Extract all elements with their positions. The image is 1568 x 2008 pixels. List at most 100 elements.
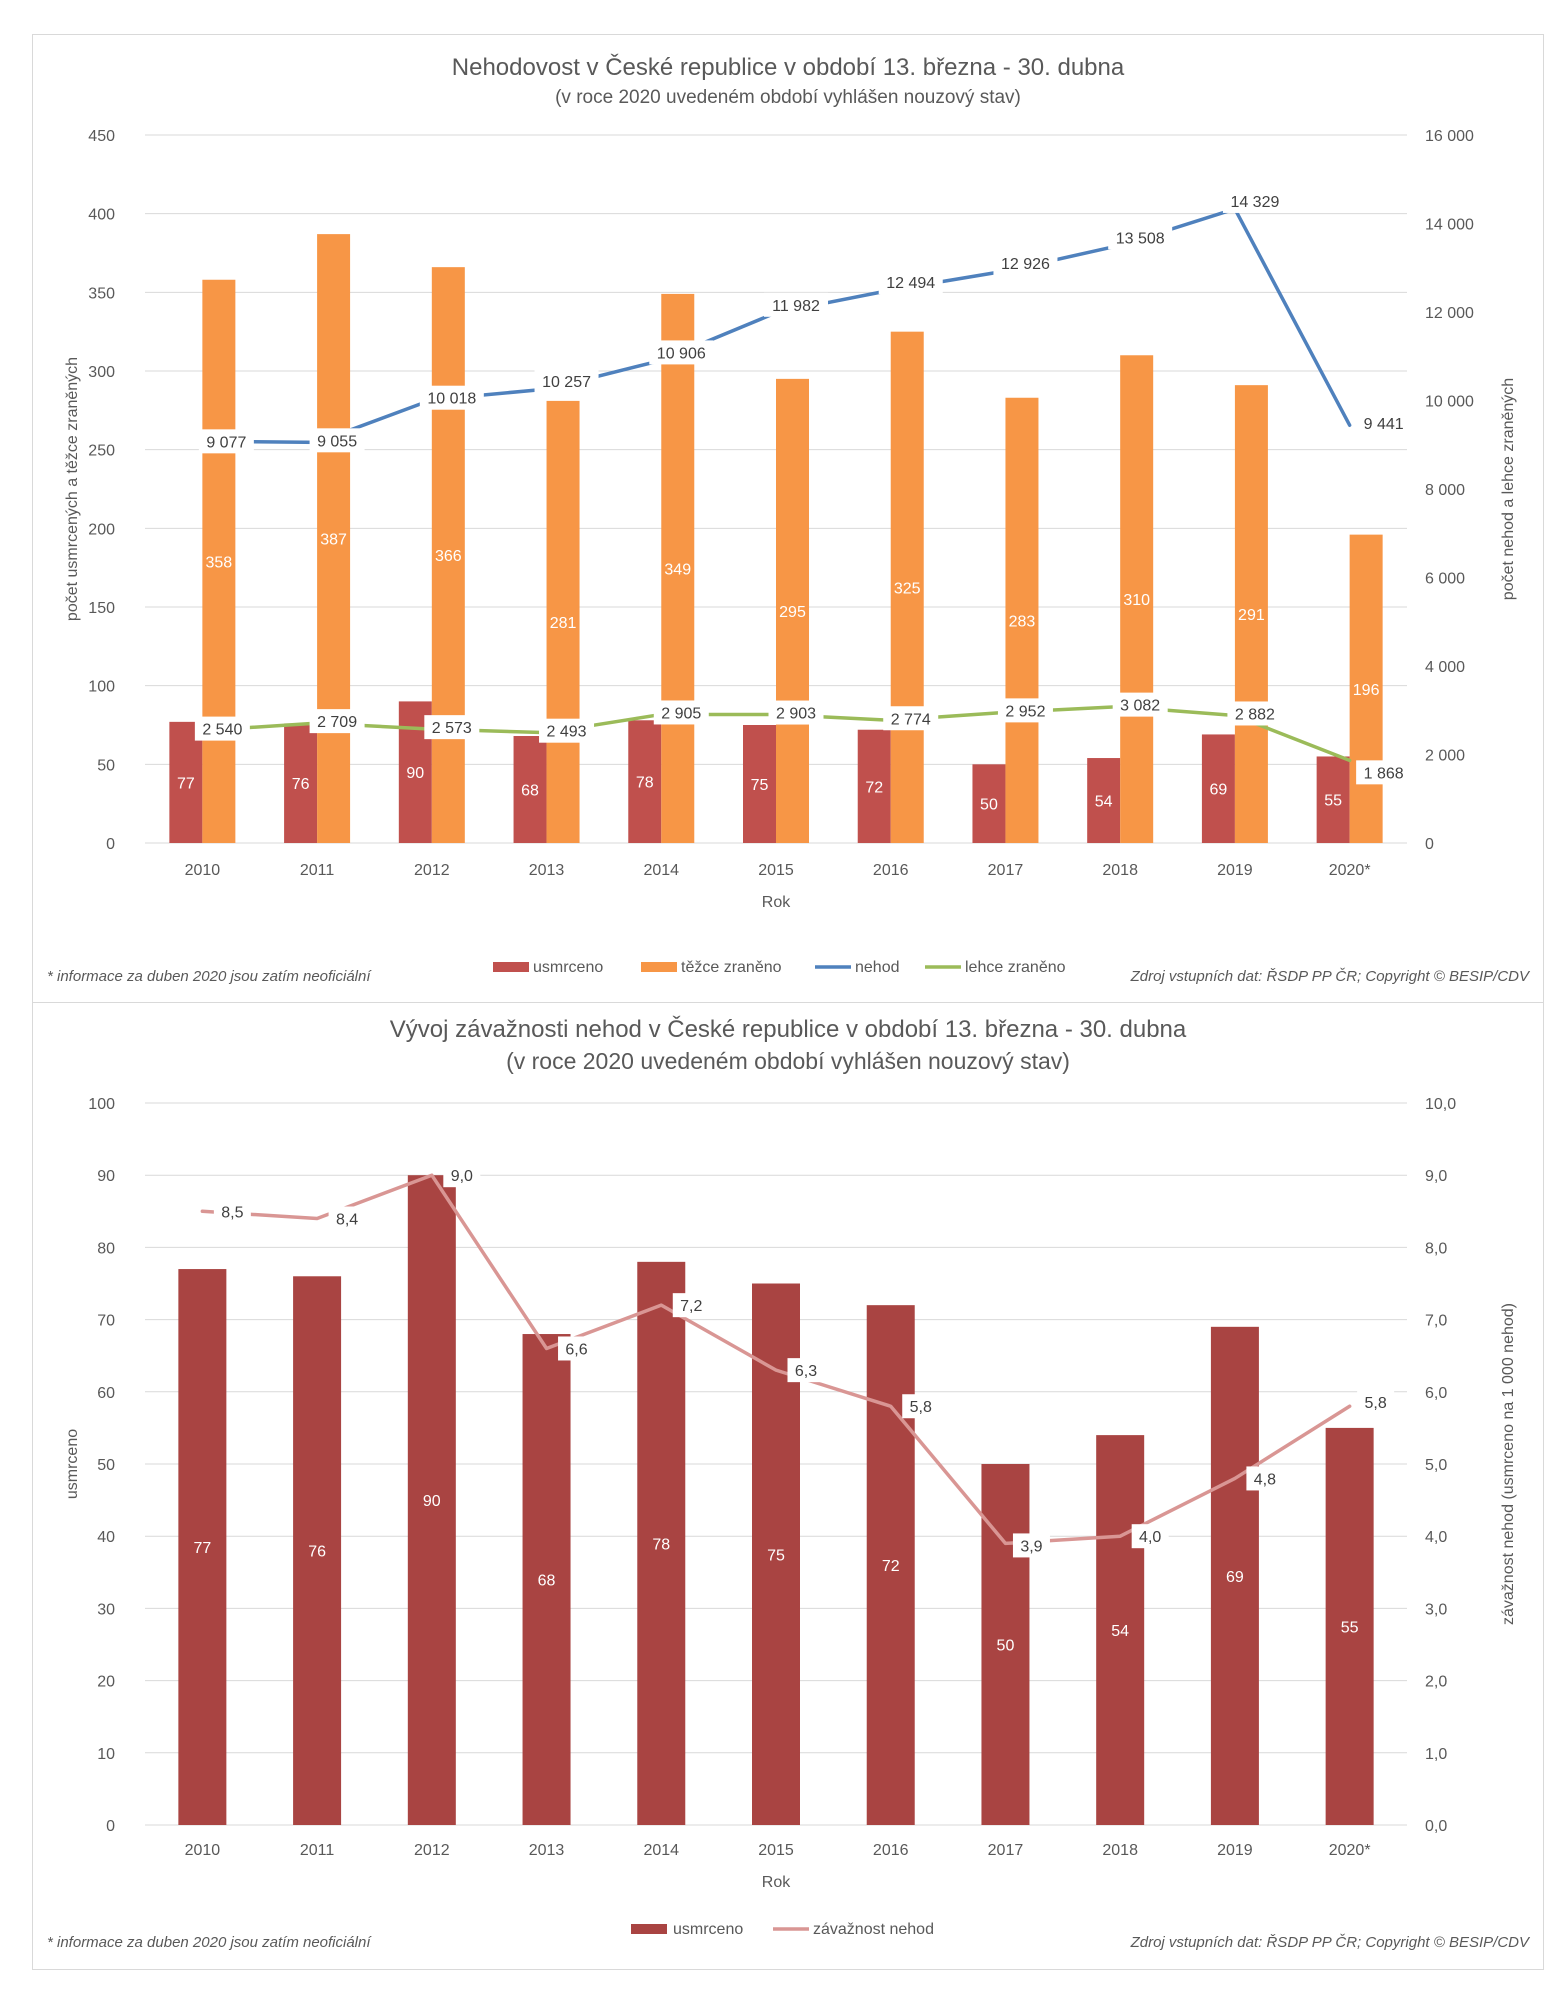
y2-tick-label: 6 000: [1425, 571, 1465, 588]
nehod-point-label-bg: [764, 292, 828, 317]
legend-usmrceno: usmrceno: [673, 1921, 743, 1938]
x-tick-label: 2017: [988, 1842, 1024, 1859]
lehce-point-label-bg: [194, 716, 250, 741]
chart-subtitle: (v roce 2020 uvedeném období vyhlášen no…: [555, 87, 1021, 108]
y-tick-label: 20: [97, 1674, 115, 1691]
bar-usmrceno: [866, 1305, 915, 1825]
bar-tezce-zraneno: [1349, 534, 1383, 843]
bar-tezce-zraneno-label: 295: [779, 604, 806, 621]
bar-tezce-zraneno-label: 349: [664, 561, 691, 578]
bar-tezce-zraneno: [890, 331, 924, 843]
y2-tick-label: 9,0: [1425, 1168, 1447, 1185]
y-tick-label: 200: [88, 521, 115, 538]
bar-usmrceno-label: 54: [1111, 1623, 1129, 1640]
nehod-point-label: 10 257: [542, 374, 591, 391]
bar-usmrceno-label: 68: [521, 783, 539, 800]
bar-tezce-zraneno-label: 358: [206, 554, 233, 571]
y-tick-label: 100: [88, 679, 115, 696]
y2-tick-label: 0: [1425, 836, 1434, 853]
y2-tick-label: 7,0: [1425, 1313, 1447, 1330]
bar-usmrceno-label: 72: [865, 779, 883, 796]
bar-usmrceno-label: 55: [1341, 1619, 1359, 1636]
nehod-point-label-bg: [878, 270, 943, 295]
bar-usmrceno-label: 78: [652, 1536, 670, 1553]
zavaznost-point-label: 6,6: [565, 1341, 587, 1358]
zavaznost-point-label-bg: [328, 1206, 366, 1231]
bar-usmrceno: [178, 1269, 227, 1825]
lehce-point-label: 1 868: [1364, 765, 1404, 782]
lehce-point-label-bg: [424, 715, 480, 740]
y-tick-label: 100: [88, 1096, 115, 1113]
bar-tezce-zraneno: [1120, 355, 1154, 843]
legend-tezce-zraneno: těžce zraněno: [681, 959, 782, 976]
y2-tick-label: 8 000: [1425, 482, 1465, 499]
footnote: * informace za duben 2020 jsou zatím neo…: [47, 968, 372, 985]
bar-tezce-zraneno-label: 291: [1238, 607, 1265, 624]
bar-usmrceno-label: 68: [538, 1573, 556, 1590]
chart-title: Vývoj závažnosti nehod v České republice…: [390, 1015, 1187, 1043]
lehce-point-label: 2 952: [1005, 703, 1045, 720]
nehod-point-label-bg: [419, 385, 484, 410]
bar-usmrceno-label: 69: [1226, 1569, 1244, 1586]
y-axis-title: usmrceno: [64, 1429, 81, 1499]
x-tick-label: 2018: [1102, 1842, 1138, 1859]
y2-tick-label: 14 000: [1425, 217, 1474, 234]
zavaznost-point-label: 5,8: [910, 1399, 932, 1416]
nehod-point-label: 9 055: [317, 433, 357, 450]
bar-tezce-zraneno-label: 366: [435, 548, 462, 565]
lehce-point-label: 3 082: [1120, 698, 1160, 715]
bar-usmrceno: [743, 725, 776, 843]
source-note: Zdroj vstupních dat: ŘSDP PP ČR; Copyrig…: [1130, 1934, 1531, 1951]
y-tick-label: 60: [97, 1385, 115, 1402]
chart-subtitle: (v roce 2020 uvedeném období vyhlášen no…: [506, 1048, 1070, 1074]
legend-swatch: [641, 962, 677, 972]
severity-chart-panel: Vývoj závažnosti nehod v České republice…: [32, 1002, 1544, 1970]
x-tick-label: 2013: [529, 1842, 565, 1859]
x-tick-label: 2014: [643, 862, 679, 879]
x-axis-title: Rok: [762, 894, 791, 911]
bar-usmrceno: [1096, 1435, 1145, 1825]
x-tick-label: 2019: [1217, 862, 1253, 879]
bar-usmrceno: [1210, 1326, 1259, 1825]
legend-swatch: [631, 1924, 667, 1934]
y2-tick-label: 16 000: [1425, 128, 1474, 145]
bar-usmrceno: [1316, 756, 1350, 843]
lehce-point-label-bg: [997, 698, 1053, 723]
lehce-point-label: 2 493: [547, 724, 587, 741]
x-tick-label: 2020*: [1329, 1842, 1371, 1859]
nehod-point-label: 11 982: [772, 298, 820, 315]
bar-usmrceno-label: 77: [177, 775, 195, 792]
bar-usmrceno-label: 78: [636, 775, 654, 792]
zavaznost-point-label-bg: [1131, 1524, 1169, 1549]
bar-usmrceno-label: 55: [1324, 793, 1342, 810]
zavaznost-point-label: 5,8: [1365, 1395, 1387, 1412]
x-tick-label: 2015: [758, 862, 794, 879]
y2-axis-title: závažnost nehod (usmrceno na 1 000 nehod…: [1500, 1303, 1517, 1625]
x-tick-label: 2016: [873, 862, 909, 879]
y-tick-label: 90: [97, 1168, 115, 1185]
bar-tezce-zraneno: [317, 234, 351, 843]
bar-usmrceno: [1087, 758, 1121, 843]
y2-tick-label: 1,0: [1425, 1746, 1447, 1763]
lehce-point-label-bg: [768, 700, 824, 725]
lehce-point-label-bg: [1112, 692, 1168, 717]
y2-tick-label: 2 000: [1425, 748, 1465, 765]
y-tick-label: 0: [106, 836, 115, 853]
lehce-point-label-bg: [1227, 701, 1283, 726]
x-tick-label: 2017: [988, 862, 1024, 879]
y2-tick-label: 10,0: [1425, 1096, 1456, 1113]
nehod-point-label-bg: [198, 429, 254, 454]
bar-tezce-zraneno-label: 283: [1009, 613, 1036, 630]
bar-usmrceno: [293, 1276, 342, 1825]
bar-tezce-zraneno-label: 325: [894, 580, 921, 597]
zavaznost-point-label-bg: [558, 1336, 596, 1361]
lehce-point-label-bg: [539, 718, 595, 743]
bar-tezce-zraneno: [776, 378, 809, 843]
x-tick-label: 2019: [1217, 1842, 1253, 1859]
zavaznost-point-label-bg: [443, 1163, 481, 1188]
source-note: Zdroj vstupních dat: ŘSDP PP ČR; Copyrig…: [1130, 968, 1531, 985]
zavaznost-point-label-bg: [1012, 1533, 1050, 1558]
nehod-point-label: 9 441: [1364, 416, 1404, 433]
y-tick-label: 30: [97, 1601, 115, 1618]
bar-usmrceno-label: 54: [1095, 794, 1113, 811]
